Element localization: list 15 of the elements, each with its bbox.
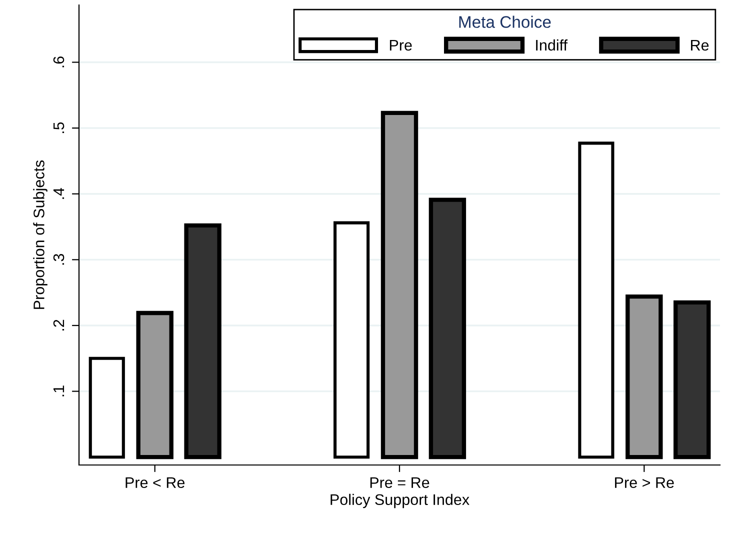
legend-label: Pre [390,40,412,51]
y-tick-label: .6 [53,56,64,68]
y-tick-label: .3 [53,254,64,265]
x-tick-label: Pre > Re [615,477,674,488]
y-tick-label: .4 [54,188,64,199]
y-axis-title: Proportion of Subjects [33,160,48,309]
legend-label: Re [691,40,709,51]
x-tick-label: Pre < Re [126,477,185,488]
legend-title: Meta Choice [459,16,551,28]
x-tick-label: Pre = Re [370,477,430,488]
y-tick-label: .5 [54,122,64,134]
legend-label: Indiff [536,39,568,51]
y-tick-label: .1 [54,386,64,396]
x-axis-title: Policy Support Index [330,494,470,508]
y-tick-label: .2 [53,320,64,330]
